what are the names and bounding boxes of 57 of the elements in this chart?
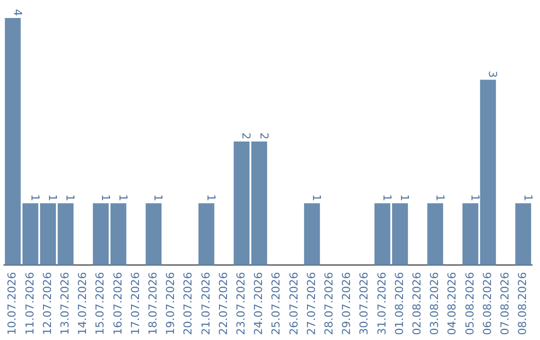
x-tick-label: 14.07.2026 — [76, 272, 90, 336]
x-tick-label: 19.07.2026 — [164, 272, 178, 336]
data-label: 1 — [204, 194, 218, 202]
data-label: 2 — [240, 132, 253, 140]
bar — [146, 203, 162, 266]
x-tick-label: 20.07.2026 — [182, 272, 195, 336]
x-tick-label: 25.07.2026 — [270, 272, 283, 336]
x-tick-label: 07.08.2026 — [498, 272, 512, 336]
bar — [251, 142, 268, 266]
data-label: 1 — [433, 194, 446, 202]
x-tick-label: 12.07.2026 — [40, 272, 54, 336]
x-tick-label: 28.07.2026 — [322, 272, 336, 336]
x-tick-label: 23.07.2026 — [234, 272, 248, 336]
x-tick-label: 15.07.2026 — [94, 272, 107, 336]
data-label: 1 — [46, 194, 60, 202]
x-tick-label: 21.07.2026 — [199, 272, 212, 336]
x-tick-label: 06.08.2026 — [480, 272, 494, 336]
x-tick-label: 05.08.2026 — [463, 272, 476, 336]
bar — [515, 203, 532, 266]
x-tick-label: 03.08.2026 — [428, 272, 442, 336]
data-label: 3 — [486, 70, 500, 78]
data-label: 1 — [310, 194, 324, 202]
bar — [110, 203, 126, 266]
x-tick-label: 27.07.2026 — [304, 272, 318, 336]
x-tick-label: 11.07.2026 — [23, 272, 36, 336]
data-label: 1 — [521, 194, 534, 202]
x-tick-label: 24.07.2026 — [252, 272, 266, 336]
x-tick-label: 16.07.2026 — [111, 272, 124, 336]
x-tick-label: 01.08.2026 — [392, 272, 406, 336]
data-label: 1 — [98, 194, 112, 202]
x-tick-label: 31.07.2026 — [375, 272, 388, 336]
x-tick-label: 08.08.2026 — [516, 272, 530, 336]
bar — [4, 18, 21, 266]
x-tick-label: 18.07.2026 — [146, 272, 160, 336]
x-tick-label: 13.07.2026 — [58, 272, 72, 336]
data-label: 4 — [10, 9, 24, 16]
x-tick-label: 10.07.2026 — [6, 272, 19, 336]
x-tick-label: 26.07.2026 — [287, 272, 300, 336]
x-tick-label: 30.07.2026 — [358, 272, 371, 336]
bar — [427, 203, 444, 266]
data-label: 1 — [116, 194, 130, 202]
bar — [234, 142, 250, 266]
bar — [304, 203, 320, 266]
data-label: 1 — [468, 194, 482, 202]
bar — [198, 203, 214, 266]
bar — [92, 203, 109, 266]
x-tick-label: 22.07.2026 — [216, 272, 230, 336]
data-label: 1 — [28, 194, 42, 202]
data-label: 1 — [398, 194, 412, 202]
data-label: 1 — [380, 194, 394, 202]
data-label: 1 — [64, 194, 77, 202]
data-label: 2 — [257, 132, 270, 140]
x-tick-label: 17.07.2026 — [128, 272, 142, 336]
data-label: 1 — [152, 194, 165, 202]
x-tick-label: 04.08.2026 — [446, 272, 459, 336]
x-tick-label: 29.07.2026 — [340, 272, 354, 336]
x-tick-label: 02.08.2026 — [410, 272, 424, 336]
